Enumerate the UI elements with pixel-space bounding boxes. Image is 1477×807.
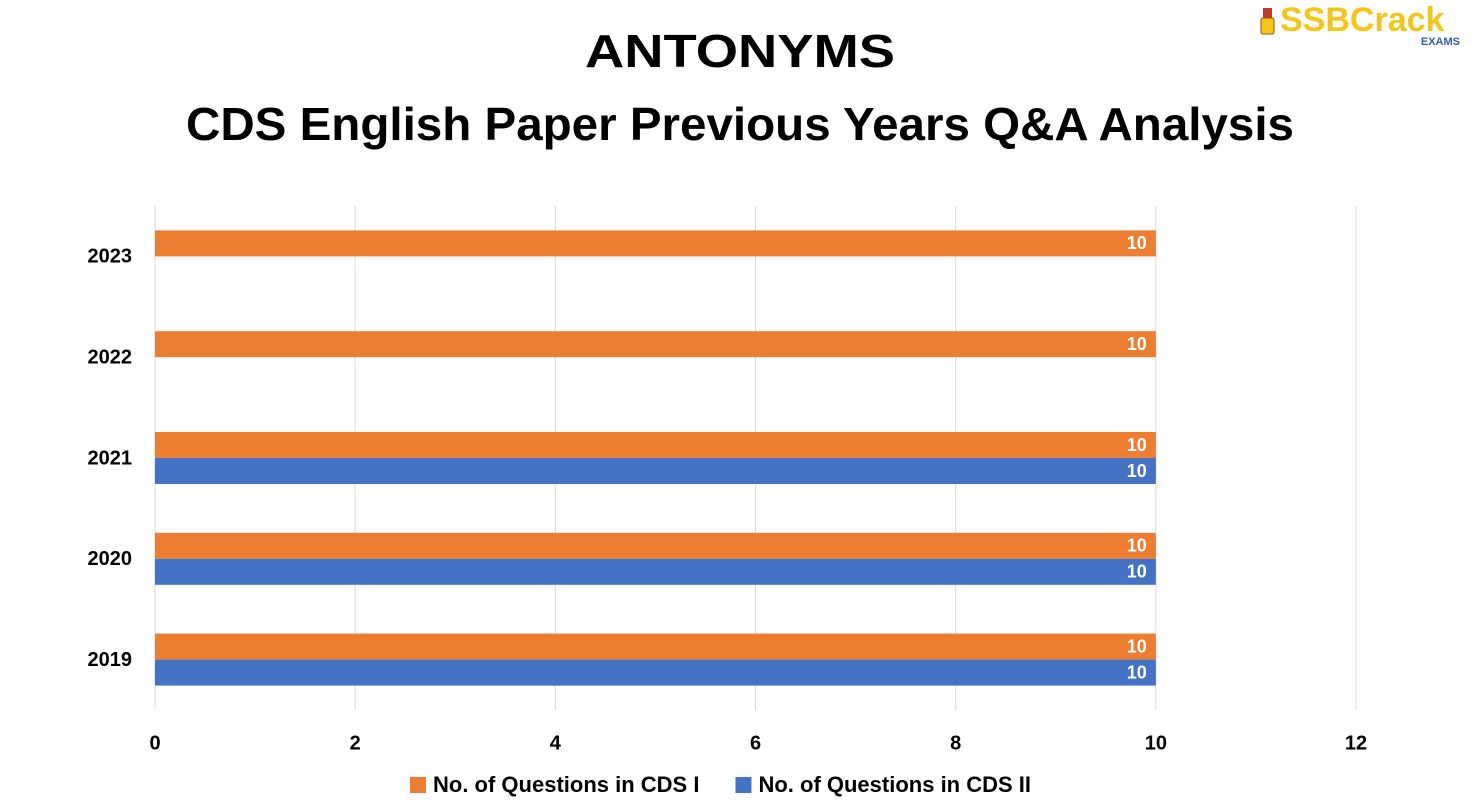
- x-tick-label: 10: [1145, 732, 1167, 754]
- bar: [155, 633, 1156, 660]
- logo-icon: [1260, 17, 1275, 35]
- y-tick-label: 2019: [88, 649, 133, 671]
- legend-label: No. of Questions in CDS II: [758, 772, 1031, 797]
- y-tick-label: 2023: [88, 246, 133, 268]
- value-label: 10: [1127, 562, 1147, 582]
- legend-label: No. of Questions in CDS I: [433, 772, 699, 797]
- x-tick-label: 2: [350, 732, 361, 754]
- chart-subtitle: CDS English Paper Previous Years Q&A Ana…: [186, 98, 1294, 150]
- value-label: 10: [1127, 233, 1147, 253]
- x-tick-label: 4: [550, 732, 562, 754]
- logo-sub: EXAMS: [1421, 36, 1460, 48]
- value-label: 10: [1127, 636, 1147, 656]
- bar: [155, 230, 1156, 257]
- logo-icon: [1263, 8, 1272, 18]
- value-label: 10: [1127, 334, 1147, 354]
- value-label: 10: [1127, 435, 1147, 455]
- logo-name: SSBCrack: [1280, 1, 1445, 39]
- y-tick-label: 2022: [88, 346, 133, 368]
- y-tick-label: 2020: [88, 548, 133, 570]
- legend-swatch: [410, 777, 426, 793]
- bar: [155, 532, 1156, 559]
- x-tick-label: 8: [950, 732, 961, 754]
- x-tick-label: 12: [1345, 732, 1367, 754]
- value-label: 10: [1127, 662, 1147, 682]
- logo: SSBCrack EXAMS: [1260, 1, 1460, 48]
- value-label: 10: [1127, 461, 1147, 481]
- x-tick-label: 6: [750, 732, 761, 754]
- bar: [155, 432, 1156, 458]
- bar: [155, 331, 1156, 358]
- bar: [155, 458, 1156, 484]
- x-tick-label: 0: [149, 732, 160, 754]
- y-tick-label: 2021: [88, 447, 133, 469]
- bar: [155, 558, 1156, 585]
- bar: [155, 659, 1156, 686]
- value-label: 10: [1127, 536, 1147, 556]
- legend-swatch: [735, 777, 752, 793]
- chart-title: ANTONYMS: [585, 25, 895, 77]
